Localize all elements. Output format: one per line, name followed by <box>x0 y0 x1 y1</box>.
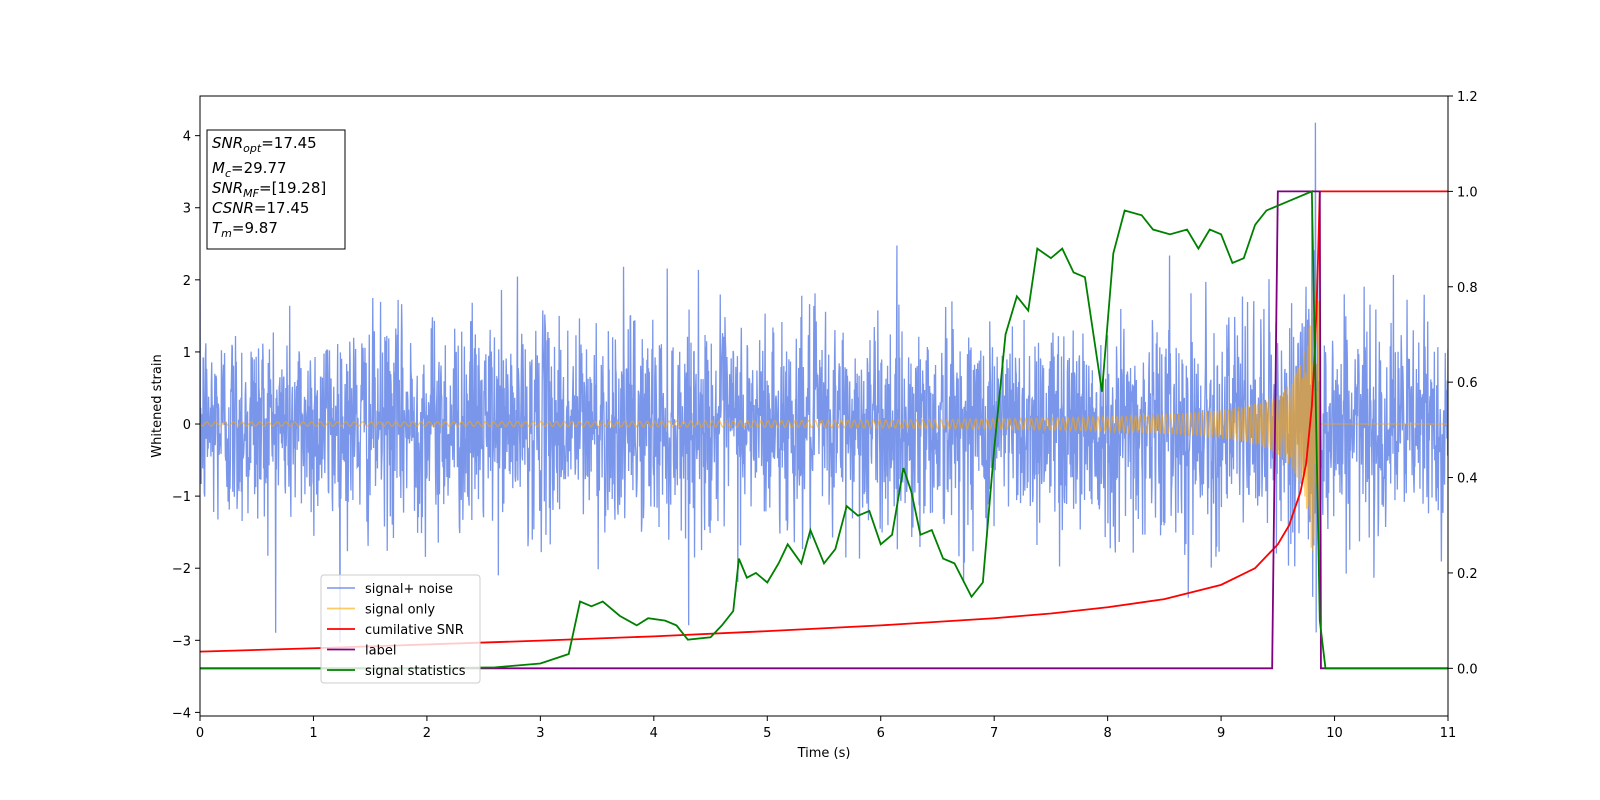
info-subscript: MF <box>243 187 259 200</box>
series-signal-statistics <box>200 190 1448 670</box>
info-value: =[19.28] <box>259 179 326 197</box>
info-symbol: CSNR <box>212 199 254 217</box>
x-tick-label: 7 <box>990 726 998 741</box>
y-tick-label: 3 <box>183 202 191 217</box>
y-tick-label: −3 <box>172 634 191 649</box>
plot-frame <box>199 95 1449 717</box>
x-tick-label: 5 <box>763 726 771 741</box>
y-axis-left: −4 −3 −2 −1 0 1 2 3 4 <box>172 130 200 721</box>
y-axis-right: 0.0 0.2 0.4 0.6 0.8 1.0 1.2 <box>1448 90 1478 677</box>
y2-tick-label: 1.2 <box>1457 90 1478 105</box>
x-tick-label: 2 <box>423 726 431 741</box>
x-tick-label: 9 <box>1217 726 1225 741</box>
legend-entry: cumilative SNR <box>365 623 464 638</box>
x-tick-label: 0 <box>196 726 204 741</box>
x-tick-label: 1 <box>309 726 317 741</box>
y-tick-label: 4 <box>183 130 191 145</box>
info-symbol: SNR <box>212 179 243 197</box>
legend: signal+ noise signal only cumilative SNR la… <box>320 574 481 684</box>
info-line: Tm=9.87 <box>212 219 278 240</box>
legend-entry: signal statistics <box>365 664 466 679</box>
x-tick-label: 6 <box>877 726 885 741</box>
y2-tick-label: 0.8 <box>1457 281 1478 296</box>
info-subscript: opt <box>243 142 262 155</box>
info-symbol: M <box>212 159 225 177</box>
x-axis: 0 1 2 3 4 5 6 7 8 9 10 11 <box>196 716 1456 741</box>
info-value: =29.77 <box>231 159 287 177</box>
x-tick-label: 8 <box>1103 726 1111 741</box>
x-axis-label: Time (s) <box>797 746 851 761</box>
x-tick-label: 10 <box>1326 726 1343 741</box>
y2-tick-label: 0.4 <box>1457 472 1478 487</box>
y-tick-label: −1 <box>172 490 191 505</box>
y-tick-label: −4 <box>172 706 191 721</box>
info-line: SNRopt=17.45 <box>212 134 317 155</box>
info-value: =17.45 <box>254 199 310 217</box>
x-tick-label: 3 <box>536 726 544 741</box>
y2-tick-label: 0.6 <box>1457 376 1478 391</box>
series-signal-noise <box>200 122 1448 643</box>
x-tick-label: 11 <box>1440 726 1457 741</box>
series-cumulative-snr <box>200 190 1448 653</box>
series-layer <box>200 122 1448 670</box>
info-value: =17.45 <box>261 134 317 152</box>
legend-entry: label <box>365 644 396 659</box>
info-line: Mc=29.77 <box>212 159 287 180</box>
info-box-frame <box>206 129 346 250</box>
y2-tick-label: 1.0 <box>1457 185 1478 200</box>
series-signal-only <box>200 277 1448 571</box>
y-tick-label: 1 <box>183 346 191 361</box>
info-subscript: m <box>221 227 232 240</box>
y-tick-label: 0 <box>183 418 191 433</box>
x-tick-label: 4 <box>650 726 658 741</box>
legend-entry: signal+ noise <box>365 582 453 597</box>
info-box: SNRopt=17.45Mc=29.77SNRMF=[19.28]CSNR=17… <box>206 129 346 250</box>
y-tick-label: −2 <box>172 562 191 577</box>
y-tick-label: 2 <box>183 274 191 289</box>
y2-tick-label: 0.0 <box>1457 662 1478 677</box>
legend-frame <box>320 574 481 684</box>
y-axis-label: Whitened strain <box>150 354 165 457</box>
info-subscript: c <box>225 167 231 180</box>
info-symbol: T <box>212 219 223 237</box>
y2-tick-label: 0.2 <box>1457 567 1478 582</box>
legend-entry: signal only <box>365 603 435 618</box>
info-value: =9.87 <box>232 219 278 237</box>
info-line: CSNR=17.45 <box>212 199 309 217</box>
info-symbol: SNR <box>212 134 243 152</box>
info-line: SNRMF=[19.28] <box>212 179 326 200</box>
